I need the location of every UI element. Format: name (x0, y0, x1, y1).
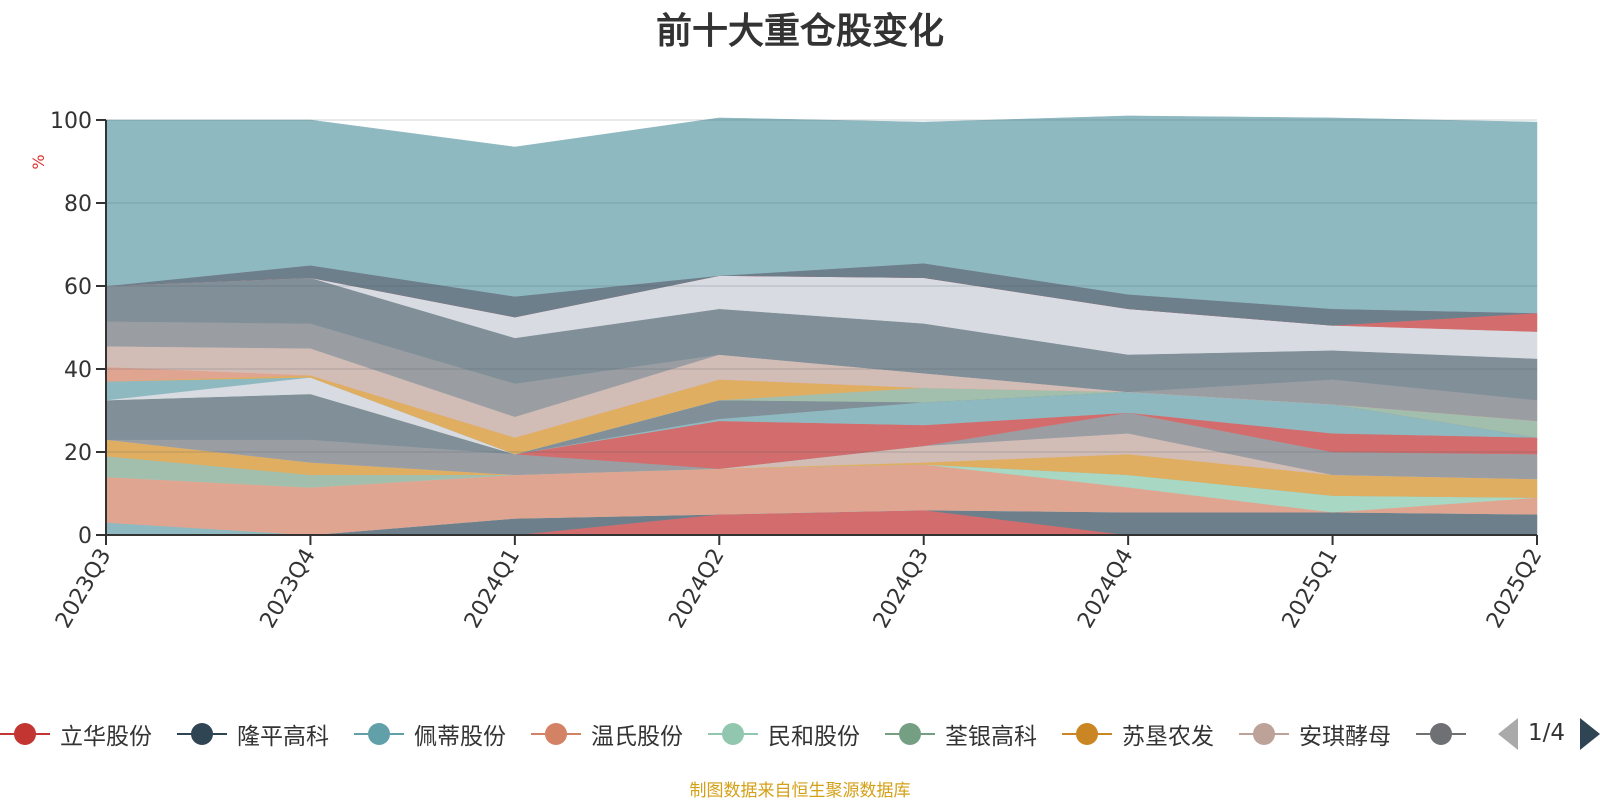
legend-label: 隆平高科 (237, 724, 329, 750)
legend-item[interactable]: 民和股份 (708, 714, 860, 754)
y-tick-label: 0 (78, 524, 92, 549)
legend-item[interactable]: 苏垦农发 (1062, 714, 1214, 754)
x-tick-label: 2025Q1 (1278, 545, 1343, 633)
area-series-24 (105, 115, 1538, 314)
y-axis-label: % (29, 154, 48, 169)
legend-marker-icon (0, 720, 50, 748)
legend-label: 佩蒂股份 (414, 724, 506, 750)
legend-item[interactable]: 立华股份 (0, 714, 152, 754)
legend-marker-icon (885, 720, 935, 748)
legend-page-indicator: 1/4 (1528, 720, 1566, 746)
legend-next-page-icon[interactable] (1580, 718, 1600, 750)
grid-layer (106, 119, 1537, 453)
legend-pager: 1/4 (1498, 714, 1600, 754)
y-ticks: 0 20 40 60 80 100 (50, 109, 106, 549)
x-tick-label: 2024Q3 (869, 545, 934, 633)
legend-label: 安琪酵母 (1299, 724, 1391, 750)
x-tick-label: 2024Q2 (664, 545, 729, 633)
y-tick-label: 60 (64, 275, 92, 300)
data-source-note: 制图数据来自恒生聚源数据库 (689, 781, 911, 801)
legend-label: 荃银高科 (945, 724, 1037, 750)
legend-label: 民和股份 (768, 724, 860, 750)
legend-item[interactable]: 佩蒂股份 (354, 714, 506, 754)
axes-layer: % (29, 120, 1537, 536)
legend-viewport: 立华股份 隆平高科 佩蒂股份 温氏股份 民和股份 荃银高科 苏垦农发 安琪酵母 (0, 714, 1478, 754)
legend-marker-icon (1239, 720, 1289, 748)
legend-marker-icon (1416, 720, 1466, 748)
legend-item[interactable]: 安琪酵母 (1239, 714, 1391, 754)
area-series-layer (105, 115, 1538, 536)
x-tick-label: 2024Q1 (460, 545, 525, 633)
x-tick-label: 2024Q4 (1073, 545, 1138, 633)
chart-title: 前十大重仓股变化 (655, 11, 944, 52)
legend-prev-page-icon[interactable] (1498, 718, 1518, 750)
legend-marker-icon (531, 720, 581, 748)
legend-item[interactable] (1416, 714, 1476, 754)
legend-marker-icon (1062, 720, 1112, 748)
x-tick-label: 2023Q4 (256, 545, 321, 633)
x-tick-label: 2023Q3 (51, 545, 116, 633)
legend-item[interactable]: 隆平高科 (177, 714, 329, 754)
legend-item[interactable]: 荃银高科 (885, 714, 1037, 754)
y-tick-label: 40 (64, 358, 92, 383)
legend-label: 温氏股份 (591, 724, 683, 750)
legend-item[interactable]: 温氏股份 (531, 714, 683, 754)
legend-marker-icon (708, 720, 758, 748)
legend-label: 立华股份 (60, 724, 152, 750)
y-tick-label: 20 (64, 441, 92, 466)
y-tick-label: 80 (64, 192, 92, 217)
x-ticks: 2023Q3 2023Q4 2024Q1 2024Q2 2024Q3 2024Q4 2025… (51, 535, 1547, 633)
x-tick-label: 2025Q2 (1482, 545, 1547, 633)
legend: 立华股份 隆平高科 佩蒂股份 温氏股份 民和股份 荃银高科 苏垦农发 安琪酵母 1/4 (0, 714, 1600, 754)
legend-label: 苏垦农发 (1122, 724, 1214, 750)
y-tick-label: 100 (50, 109, 92, 134)
legend-marker-icon (177, 720, 227, 748)
legend-marker-icon (354, 720, 404, 748)
